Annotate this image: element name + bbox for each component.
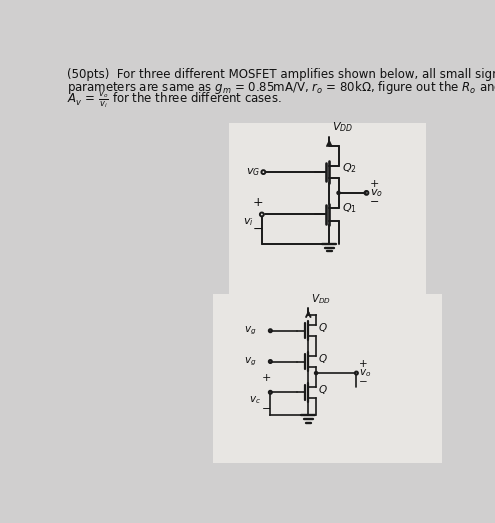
Text: $v_o$: $v_o$ — [359, 367, 371, 379]
Text: $Q$: $Q$ — [318, 383, 327, 396]
Text: (50pts)  For three different MOSFET amplifies shown below, all small signal: (50pts) For three different MOSFET ampli… — [67, 68, 495, 81]
Circle shape — [314, 371, 318, 374]
Text: −: − — [253, 223, 263, 236]
Text: −: − — [262, 404, 271, 414]
FancyBboxPatch shape — [213, 294, 442, 463]
Text: $V_{DD}$: $V_{DD}$ — [311, 292, 331, 306]
Text: $Q_2$: $Q_2$ — [342, 161, 356, 175]
Text: $V_{DD}$: $V_{DD}$ — [332, 121, 353, 134]
Text: $A_v$ = $\frac{v_o}{v_i}$ for the three different cases.: $A_v$ = $\frac{v_o}{v_i}$ for the three … — [67, 90, 282, 110]
Text: $Q_1$: $Q_1$ — [342, 201, 356, 215]
Text: $Q$: $Q$ — [318, 352, 327, 365]
Text: $Q$: $Q$ — [318, 321, 327, 334]
Text: $v_c$: $v_c$ — [249, 394, 261, 406]
Text: −: − — [359, 377, 367, 388]
Text: $v_g$: $v_g$ — [244, 355, 256, 368]
Text: $v_i$: $v_i$ — [244, 216, 254, 228]
Text: $v_o$: $v_o$ — [370, 187, 383, 199]
Text: $v_g$: $v_g$ — [244, 324, 256, 337]
Text: parameters are same as $g_m$ = 0.85mA/V, $r_o$ = 80k$\Omega$, figure out the $R_: parameters are same as $g_m$ = 0.85mA/V,… — [67, 79, 495, 96]
Text: +: + — [370, 179, 379, 189]
Text: +: + — [359, 359, 367, 369]
Text: +: + — [262, 373, 271, 383]
Text: +: + — [252, 196, 263, 209]
Circle shape — [337, 191, 340, 195]
Text: $v_G$: $v_G$ — [246, 166, 260, 178]
FancyBboxPatch shape — [229, 123, 426, 319]
Text: −: − — [370, 197, 379, 207]
